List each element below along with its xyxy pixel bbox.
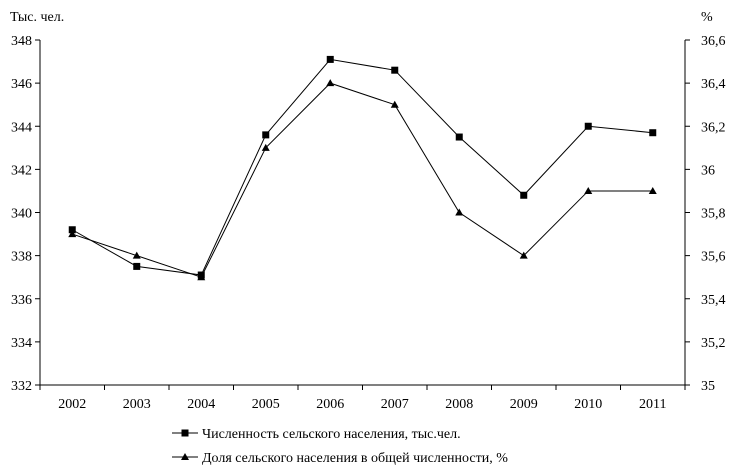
data-point-triangle bbox=[132, 251, 141, 259]
data-point-triangle bbox=[584, 186, 593, 194]
y-right-tick-label: 36 bbox=[701, 163, 715, 178]
y-right-tick-label: 35,4 bbox=[701, 293, 726, 308]
series-line-1 bbox=[72, 82, 653, 278]
y-left-tick-label: 334 bbox=[11, 336, 32, 351]
x-ticks: 2002 2003 2004 2005 2006 2007 2008 2009 2010 2011 bbox=[39, 385, 686, 412]
x-tick-label: 2011 bbox=[639, 397, 666, 412]
data-point-square bbox=[520, 191, 528, 199]
data-point-square bbox=[133, 262, 141, 270]
y-left-tick-label: 338 bbox=[11, 250, 32, 265]
data-point-square bbox=[262, 131, 270, 139]
y-left-tick-label: 344 bbox=[11, 120, 32, 135]
legend-item-population: Численность сельского населения, тыс.чел… bbox=[172, 427, 461, 442]
y-right-tick-label: 35,2 bbox=[701, 336, 726, 351]
y-left-tick-label: 346 bbox=[11, 77, 32, 92]
series-layer bbox=[68, 55, 657, 281]
data-point-triangle bbox=[648, 186, 657, 194]
data-point-square bbox=[584, 122, 592, 130]
legend-item-share: Доля сельского населения в общей численн… bbox=[172, 451, 508, 465]
y-left-ticks: 332 334 336 338 340 342 344 346 348 bbox=[11, 34, 40, 394]
data-point-triangle bbox=[68, 230, 77, 238]
data-point-triangle bbox=[390, 100, 399, 108]
x-tick-label: 2005 bbox=[252, 397, 280, 412]
data-point-triangle bbox=[519, 251, 528, 259]
x-tick-label: 2009 bbox=[510, 397, 538, 412]
y-left-tick-label: 340 bbox=[11, 207, 32, 222]
x-tick-label: 2003 bbox=[123, 397, 151, 412]
y-left-tick-label: 348 bbox=[11, 34, 32, 49]
data-point-square bbox=[455, 133, 463, 141]
y-left-axis-label: Тыс. чел. bbox=[10, 10, 64, 25]
data-point-square bbox=[326, 55, 334, 63]
data-point-triangle bbox=[261, 143, 270, 151]
x-tick-label: 2008 bbox=[445, 397, 473, 412]
y-left-tick-label: 342 bbox=[11, 163, 32, 178]
series-line-0 bbox=[72, 58, 653, 276]
data-point-square bbox=[68, 226, 76, 234]
y-right-tick-label: 35,8 bbox=[701, 207, 726, 222]
y-right-tick-label: 36,4 bbox=[701, 77, 726, 92]
data-point-triangle bbox=[326, 79, 335, 87]
y-right-ticks: 35 35,2 35,4 35,6 35,8 36 36,2 36,4 36,6 bbox=[685, 34, 726, 394]
legend-square-marker bbox=[181, 429, 189, 437]
y-right-tick-label: 35 bbox=[701, 379, 715, 394]
legend: Численность сельского населения, тыс.чел… bbox=[172, 427, 508, 465]
x-tick-label: 2006 bbox=[316, 397, 344, 412]
legend-label-population: Численность сельского населения, тыс.чел… bbox=[202, 427, 461, 442]
legend-label-share: Доля сельского населения в общей численн… bbox=[202, 451, 508, 465]
data-point-triangle bbox=[197, 273, 206, 281]
x-tick-label: 2002 bbox=[58, 397, 86, 412]
y-right-tick-label: 35,6 bbox=[701, 250, 726, 265]
y-right-tick-label: 36,2 bbox=[701, 120, 726, 135]
x-tick-label: 2010 bbox=[574, 397, 602, 412]
data-point-triangle bbox=[455, 208, 464, 216]
x-tick-label: 2007 bbox=[381, 397, 409, 412]
y-left-tick-label: 336 bbox=[11, 293, 32, 308]
x-tick-label: 2004 bbox=[187, 397, 215, 412]
y-left-tick-label: 332 bbox=[11, 379, 32, 394]
y-right-tick-label: 36,6 bbox=[701, 34, 726, 49]
legend-triangle-marker bbox=[181, 453, 189, 460]
data-point-square bbox=[649, 129, 657, 137]
y-right-axis-label: % bbox=[701, 10, 713, 25]
data-point-square bbox=[391, 66, 399, 74]
